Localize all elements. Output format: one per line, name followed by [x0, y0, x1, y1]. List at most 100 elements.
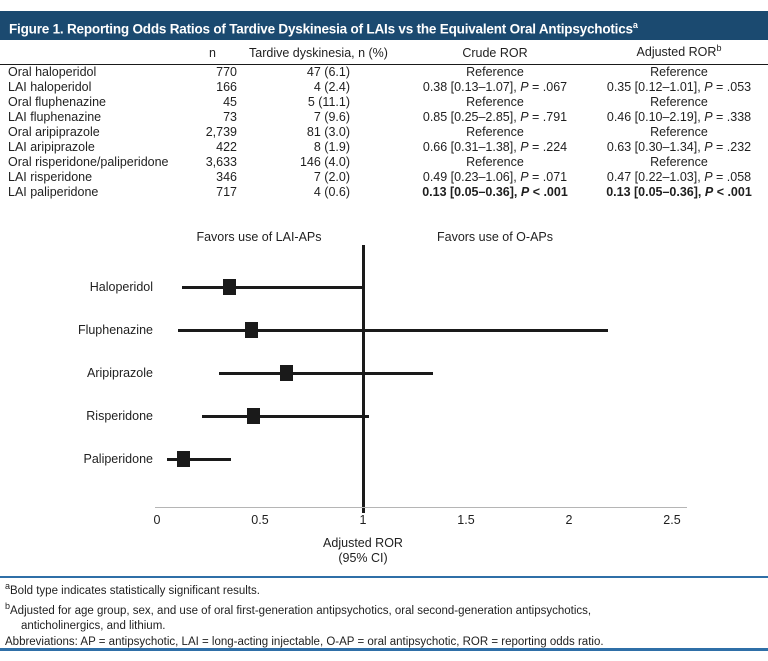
p-label: P [704, 184, 714, 199]
favors-right-annotation: Favors use of O-APs [436, 230, 553, 244]
ci-line [177, 328, 609, 332]
table-body: Oral haloperidol 770 47 (6.1) Reference Refe… [0, 64, 768, 200]
tardive-dyskinesia-value: 7 (2.0) [313, 169, 350, 184]
abbreviations-note: Abbreviations: AP = antipsychotic, LAI =… [5, 635, 604, 648]
adjusted-ror-value: 0.13 [0.05–0.36], P < .001 [606, 184, 752, 199]
drug-name: Oral fluphenazine [8, 94, 106, 109]
adjusted-ror-value: 0.47 [0.22–1.03], P = .058 [606, 169, 752, 184]
crude-ror-value: 0.85 [0.25–2.85], P = .791 [422, 109, 568, 124]
crude-ror-value: 0.13 [0.05–0.36], P < .001 [422, 184, 568, 199]
footnote-separator-line [0, 576, 768, 578]
adjusted-ror-value: 0.63 [0.30–1.34], P = .232 [606, 139, 752, 154]
figure-title-bar: Figure 1. Reporting Odds Ratios of Tardi… [0, 11, 768, 40]
column-header-adjusted-ror: Adjusted RORb [590, 42, 768, 65]
drug-name: Oral haloperidol [8, 64, 97, 79]
tardive-dyskinesia-value: 146 (4.0) [299, 154, 350, 169]
x-tick-label: 2.5 [663, 513, 681, 527]
drug-name: LAI aripiprazole [8, 139, 95, 154]
table-row: LAI paliperidone 717 4 (0.6) 0.13 [0.05–0.3… [0, 185, 768, 200]
crude-ror-value: Reference [466, 94, 524, 109]
column-header-crude-ror: Crude ROR [400, 42, 590, 65]
adjusted-ror-value: Reference [650, 124, 708, 139]
footnote-b-line2: anticholinergics, and lithium. [21, 620, 166, 633]
table-row: Oral haloperidol 770 47 (6.1) Reference Refe… [0, 64, 768, 80]
table-header-row: n Tardive dyskinesia, n (%) Crude ROR Ad… [0, 42, 768, 65]
tardive-dyskinesia-value: 7 (9.6) [313, 109, 350, 124]
n-value: 717 [216, 184, 237, 199]
drug-name: Oral risperidone/paliperidone [8, 154, 169, 169]
ci-line [202, 414, 370, 418]
adjusted-ror-value: Reference [650, 154, 708, 169]
p-label: P [704, 169, 713, 184]
adjusted-ror-superscript: b [716, 43, 722, 54]
estimate-marker [247, 408, 261, 424]
n-value: 73 [223, 109, 237, 124]
footnote-b-superscript: b [5, 601, 11, 612]
adjusted-ror-value: Reference [650, 94, 708, 109]
table-row: Oral aripiprazole 2,739 81 (3.0) Reference R… [0, 125, 768, 140]
x-axis-title-line1: Adjusted ROR [323, 536, 403, 550]
adjusted-ror-value: 0.35 [0.12–1.01], P = .053 [606, 79, 752, 94]
tardive-dyskinesia-value: 4 (0.6) [313, 184, 350, 199]
forest-category-label: Haloperidol [89, 280, 153, 294]
adjusted-ror-value: 0.46 [0.10–2.19], P = .338 [606, 109, 752, 124]
p-label: P [520, 79, 529, 94]
x-axis-line [155, 507, 687, 508]
tardive-dyskinesia-value: 8 (1.9) [313, 139, 350, 154]
drug-name: LAI fluphenazine [8, 109, 102, 124]
forest-category-label: Aripiprazole [86, 366, 153, 380]
table-row: LAI aripiprazole 422 8 (1.9) 0.66 [0.31–1.3… [0, 140, 768, 155]
estimate-marker [177, 451, 191, 467]
p-label: P [520, 139, 529, 154]
n-value: 3,633 [205, 154, 237, 169]
tardive-dyskinesia-value: 5 (11.1) [307, 94, 350, 109]
figure-title: Figure 1. Reporting Odds Ratios of Tardi… [9, 21, 633, 37]
drug-name: LAI risperidone [8, 169, 93, 184]
drug-name: Oral aripiprazole [8, 124, 100, 139]
footnote-a-superscript: a [5, 581, 11, 591]
p-label: P [520, 169, 529, 184]
ci-line [181, 285, 366, 289]
n-value: 45 [223, 94, 237, 109]
p-label: P [704, 79, 713, 94]
table-row: LAI risperidone 346 7 (2.0) 0.49 [0.23–1.06… [0, 170, 768, 185]
n-value: 346 [216, 169, 237, 184]
ci-line [167, 457, 232, 461]
figure-title-superscript: a [632, 20, 638, 30]
n-value: 2,739 [205, 124, 237, 139]
ror-table: n Tardive dyskinesia, n (%) Crude ROR Ad… [0, 42, 768, 200]
footnote-b-line1: bAdjusted for age group, sex, and use of… [5, 601, 592, 617]
x-axis-title-line2: (95% CI) [338, 551, 388, 565]
table-row: Oral fluphenazine 45 5 (11.1) Reference Refe… [0, 95, 768, 110]
drug-name: LAI paliperidone [8, 184, 99, 199]
crude-ror-value: 0.66 [0.31–1.38], P = .224 [422, 139, 568, 154]
column-header-n: n [188, 42, 237, 65]
n-value: 166 [216, 79, 237, 94]
n-value: 770 [216, 64, 237, 79]
crude-ror-value: 0.49 [0.23–1.06], P = .071 [422, 169, 568, 184]
x-tick-label: 0 [153, 513, 161, 527]
forest-category-label: Paliperidone [83, 452, 154, 466]
x-tick-label: 1.5 [457, 513, 475, 527]
forest-category-label: Risperidone [86, 409, 153, 423]
p-label: P [520, 109, 529, 124]
drug-name: LAI haloperidol [8, 79, 92, 94]
x-tick-label: 2 [565, 513, 573, 527]
forest-category-label: Fluphenazine [77, 323, 153, 337]
table-row: LAI fluphenazine 73 7 (9.6) 0.85 [0.25–2.85… [0, 110, 768, 125]
crude-ror-value: Reference [466, 154, 524, 169]
tardive-dyskinesia-value: 47 (6.1) [306, 64, 350, 79]
footnote-a: aBold type indicates statistically signi… [5, 581, 260, 597]
table-row: Oral risperidone/paliperidone 3,633 146 (4… [0, 155, 768, 170]
p-label: P [520, 184, 530, 199]
crude-ror-value: Reference [466, 124, 524, 139]
favors-left-annotation: Favors use of LAI-APs [196, 230, 322, 244]
bottom-border-line [0, 648, 768, 651]
tardive-dyskinesia-value: 81 (3.0) [306, 124, 350, 139]
x-tick-label: 0.5 [251, 513, 269, 527]
adjusted-ror-value: Reference [650, 64, 708, 79]
reference-line [361, 245, 365, 513]
estimate-marker [222, 279, 236, 295]
